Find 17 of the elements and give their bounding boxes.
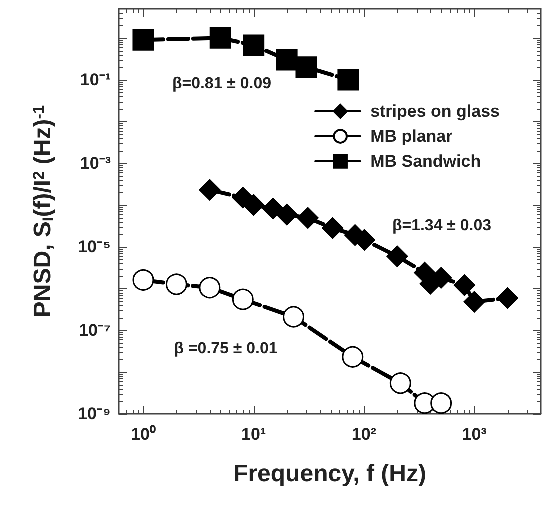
x-tick-label: 10¹ (242, 425, 266, 444)
y-axis-title: PNSD, SI(f)/I2 (Hz)-1 (30, 105, 58, 318)
y-tick-label: 10⁻⁹ (78, 404, 111, 424)
x-tick-label: 10⁰ (131, 425, 156, 444)
legend-label: MB Sandwich (370, 152, 482, 171)
x-tick-label: 10³ (462, 425, 488, 444)
y-tick-label: 10⁻¹ (80, 70, 112, 90)
legend-label: MB planar (370, 127, 454, 146)
annotation: β=1.34 ± 0.03 (392, 218, 492, 234)
y-tick-label: 10⁻⁷ (79, 320, 111, 340)
y-tick-label: 10⁻³ (80, 154, 112, 173)
x-tick-label: 10² (352, 425, 377, 444)
annotation: β=0.81 ± 0.09 (172, 76, 272, 92)
y-tick-label: 10⁻⁵ (78, 237, 111, 256)
legend-label: stripes on glass (370, 102, 500, 121)
annotation: β =0.75 ± 0.01 (174, 340, 278, 358)
x-axis-title: Frequency, f (Hz) (234, 460, 426, 488)
